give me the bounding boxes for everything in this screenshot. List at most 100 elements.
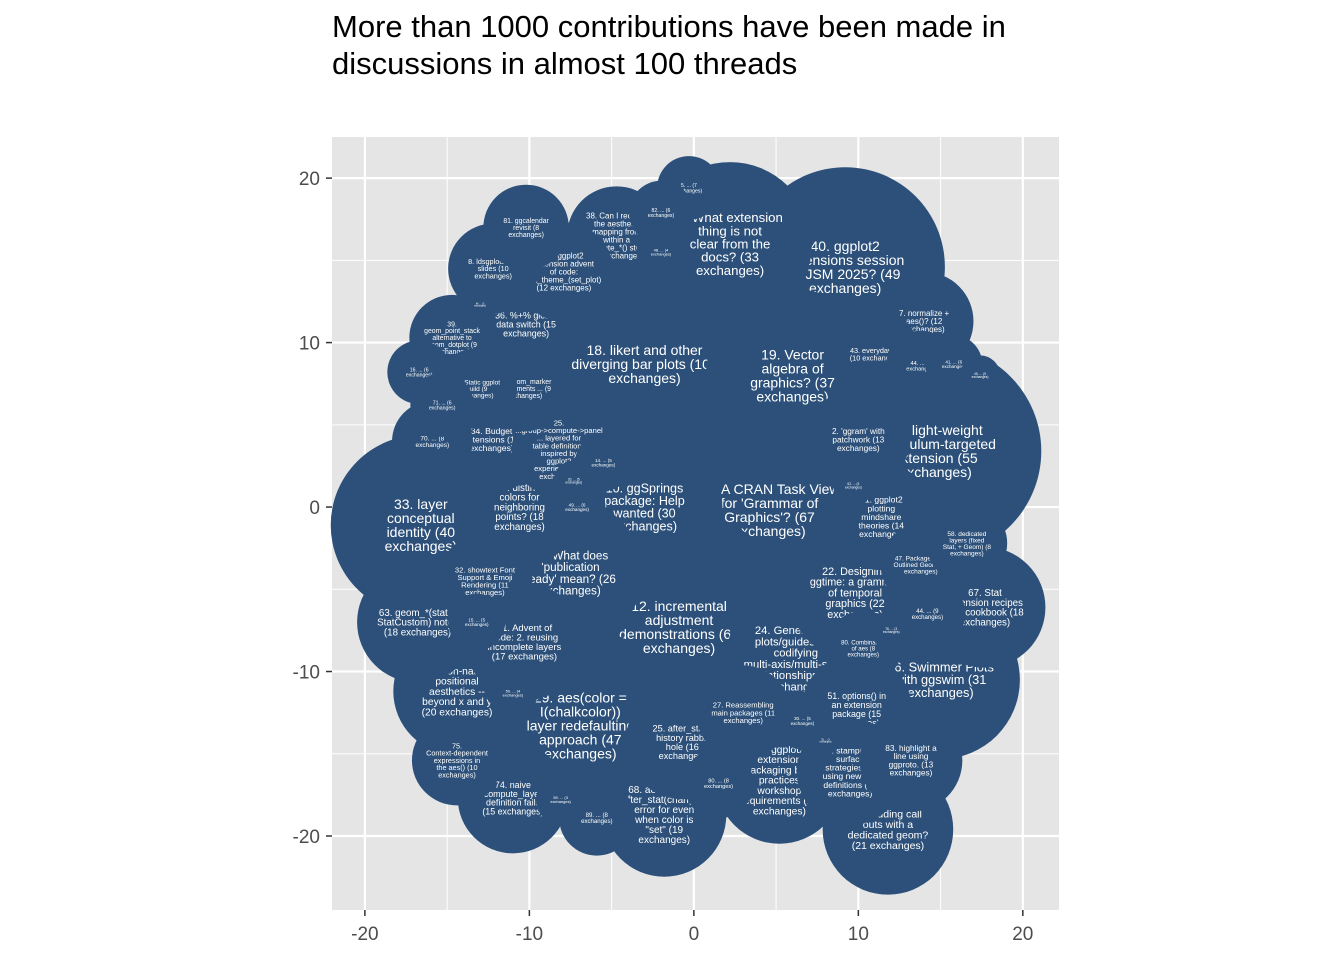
bubble: 80. ... (8 exchanges) <box>683 748 754 819</box>
bubble-label: 64. ... (3 exchanges) <box>474 303 486 307</box>
bubble: 50. ... (4 exchanges) <box>488 668 538 718</box>
bubble-label: 45. ... (5 exchanges) <box>972 372 989 379</box>
bubble-circle <box>483 184 569 271</box>
bubble-label: 12. incremental adjustment demonstrations … <box>619 598 739 656</box>
bubble-label: 59. ... (3 exchanges) <box>550 795 571 804</box>
bubble-label: 10. ggSprings package: Help wanted (30 exch… <box>604 482 684 534</box>
bubble-label: 63. geom_*(stat = StatCustom) notes (18 ex… <box>377 608 458 639</box>
bubble: 20. ... (5 exchanges) <box>553 460 594 501</box>
bubble-label: 15. ... (5 exchanges) <box>465 617 489 627</box>
bubble-label: 37. ggplot2 extension advent of code: set_t… <box>527 252 602 293</box>
x-tick-label: 10 <box>848 924 869 945</box>
bubble: 58. dedicated layers (fixed Stat, + Geom) … <box>926 502 1008 584</box>
bubble-label: 75. Context-dependent expressions in the ae… <box>426 741 488 779</box>
bubble-label: 70. ... (8 exchanges) <box>416 435 450 449</box>
bubble-circle <box>806 388 910 491</box>
bubble-circle <box>859 708 963 812</box>
bubble-label: 47. Package idea: Outlined Geoms (8 exchan… <box>894 555 949 575</box>
bubble-label: 38. Can I recover the aesthetic mapping fr… <box>584 212 650 261</box>
bubble-label: 8. ldsgplots talk slides (10 exchanges) <box>468 257 518 281</box>
bubble-label: 19. Vector algebra of graphics? (37 exchang… <box>750 346 835 404</box>
y-tick-label: 0 <box>309 498 320 519</box>
bubble-label: 16. ... (6 exchanges) <box>406 367 433 378</box>
bubble-label: 4. What extension thing is not clear from … <box>677 210 783 278</box>
bubble-label: 30. ... (5 exchanges) <box>791 716 815 726</box>
bubble-circle <box>683 748 754 819</box>
x-tick-label: -10 <box>516 924 543 945</box>
bubble-circle <box>488 668 538 718</box>
bubble-label: 31. Advent of code: 2. reusing incomplete … <box>488 623 562 662</box>
bubble-circle <box>465 290 495 320</box>
bubble-label: 82. ... (6 exchanges) <box>648 208 675 219</box>
bubble-circle <box>448 593 506 651</box>
bubble: 55. ... (3 exchanges) <box>811 726 840 755</box>
bubble-label: 20. ... (5 exchanges) <box>565 477 582 484</box>
bubble: 59. ... (3 exchanges) <box>535 775 586 825</box>
bubble-label: 40. ggplot2 extensions session at JSM 2025… <box>786 238 904 296</box>
bubble: 15. ... (5 exchanges) <box>448 593 506 651</box>
bubble-label: 71. ... (6 exchanges) <box>429 400 456 411</box>
bubble: 71. ... (6 exchanges) <box>410 373 475 437</box>
bubble-label: 11. A CRAN Task View for 'Grammar of Graph… <box>699 481 840 539</box>
x-axis: -20 -10 0 10 20 <box>351 910 1033 945</box>
bubble-label: 89. ... (8 exchanges) <box>581 812 612 825</box>
bubble: 83. highlight a line using ggproto. (13 exc… <box>859 708 963 812</box>
bubble-label: 36. %+% global data switch (15 exchanges) <box>495 311 557 339</box>
bubble-label: 53. ggplot2 extension packaging best practi… <box>741 745 819 818</box>
bubble-circle <box>833 465 874 506</box>
bubble-label: 27. Reassembling main packages (11 exchang… <box>711 701 775 725</box>
bubble-label: 62. ... (3 exchanges) <box>845 482 862 489</box>
bubble-circle <box>411 715 503 806</box>
bubble-label: 74. naive compute_layer definition fails (1… <box>482 780 543 817</box>
x-tick-label: 20 <box>1012 924 1033 945</box>
bubble-label: 2. 'ggram' with patchwork (13 exchanges) <box>832 427 885 453</box>
y-axis: 20 10 0 -10 -20 <box>293 169 332 848</box>
bubble-label: 35. geom_marker ggsegments ... (9 exchange… <box>497 379 552 400</box>
bubble-label: 80. Combination of aes (8 exchanges) <box>841 640 885 659</box>
bubble-circle <box>811 726 840 755</box>
bubble-label: 18. likert and other diverging bar plots … <box>571 342 718 386</box>
bubble-label: 25. after_stat() history rabbit hole (16 ex… <box>653 724 713 762</box>
y-tick-label: -20 <box>293 827 320 848</box>
bubble-label: 7. normalize + aes()? (12 exchanges) <box>899 309 950 334</box>
bubble: 62. ... (3 exchanges) <box>833 465 874 506</box>
bubble-label: 80. ... (8 exchanges) <box>704 779 733 791</box>
bubble-label: 55. ... (3 exchanges) <box>820 739 832 743</box>
bubble-label: 43. everyday ... (10 exchanges) <box>850 346 900 362</box>
bubble-label: 34. Budget extensions (14 exchanges) <box>464 426 520 453</box>
bubble-label: 33. layer conceptual identity (40 exchanges… <box>385 496 457 554</box>
bubble-label: 83. highlight a line using ggproto. (13 exc… <box>885 744 937 778</box>
x-tick-label: 0 <box>689 924 700 945</box>
bubble-label: 29. aes(color = I(chalkcolor)) layer redef… <box>527 690 634 762</box>
y-tick-label: 20 <box>299 169 320 190</box>
bubble-circle <box>636 227 686 277</box>
bubble: 27. Reassembling main packages (11 exchang… <box>695 665 791 760</box>
bubble-circle <box>410 373 475 437</box>
bubble-circle <box>871 610 912 651</box>
bubble-label: 76. ... (3 exchanges) <box>883 627 900 634</box>
bubble-label: 5. ... (7 exchanges) <box>676 183 703 194</box>
bubble: 82. ... (6 exchanges) <box>629 180 693 245</box>
bubble-label: 21. ggplot2 plotting mindshare theories (14… <box>859 495 905 539</box>
bubble-circle <box>959 355 1001 396</box>
bubble-label: 41. ... (6 exchanges) <box>942 359 966 369</box>
bubble-label: 14. ... (5 exchanges) <box>592 458 616 468</box>
bubble-circle <box>553 460 594 501</box>
bubble: 45. ... (5 exchanges) <box>959 355 1001 396</box>
bubble-label: 44. ... (7 exchanges) <box>906 361 935 373</box>
x-tick-label: -20 <box>351 924 378 945</box>
bubble-label: 65. non-native positional aesthetics --bey… <box>422 666 493 718</box>
bubble: 48. ... (4 exchanges) <box>636 227 686 277</box>
bubble-label: 50. ... (4 exchanges) <box>503 688 524 697</box>
bubble-label: 67. Stat extension recipes and cookbook (1… <box>946 588 1024 628</box>
bubble-label: 57. Static ggplot build (9 exchanges) <box>453 379 500 399</box>
bubble-label: 48. ... (4 exchanges) <box>651 248 672 257</box>
bubble: 2. 'ggram' with patchwork (13 exchanges) <box>806 388 910 491</box>
bubble-circle <box>695 665 791 760</box>
bubble: 76. ... (3 exchanges) <box>871 610 912 651</box>
bubble-label: 58. dedicated layers (fixed Stat, + Geom) … <box>943 531 992 558</box>
bubble-label: 39. geom_point_stack alternative to geom_do… <box>424 321 480 356</box>
bubble-circle <box>926 502 1008 584</box>
chart-title: More than 1000 contributions have been m… <box>332 9 1006 81</box>
